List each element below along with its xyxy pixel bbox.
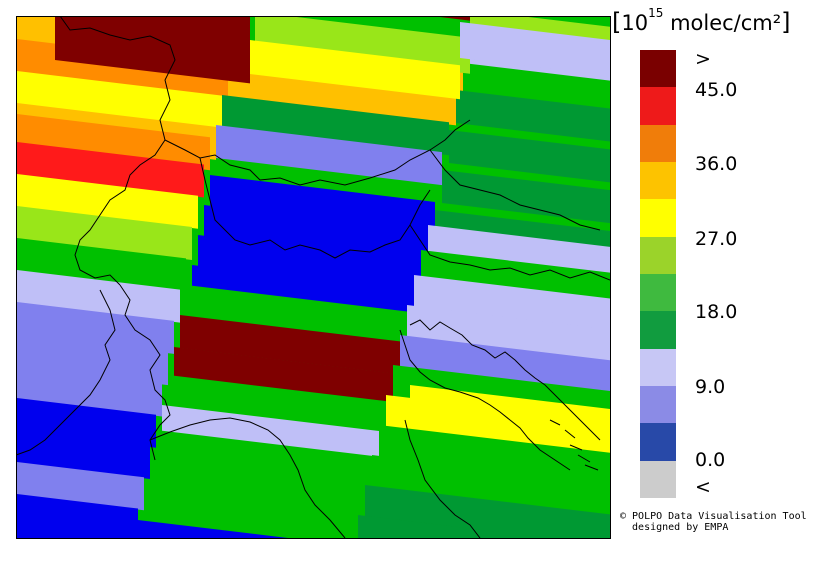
- swath2-pixel-6: [204, 205, 428, 265]
- legend-swatch-6: [640, 274, 676, 312]
- swath1-pixel-8: [16, 205, 192, 261]
- legend-title: [1015 molec/cm²]: [612, 6, 791, 36]
- unit-rest: molec/cm²: [663, 11, 782, 35]
- swath3-pixel-8: [414, 275, 610, 332]
- border-italy-west: [119, 284, 171, 461]
- legend-label-lt: <: [695, 476, 711, 498]
- swath3-pixel-7: [421, 250, 610, 306]
- legend-label-45: 45.0: [695, 79, 738, 101]
- swath3-yellow-band: [410, 385, 610, 440]
- swath2-pixel-12: [168, 375, 386, 435]
- swath3-pixel-14: [372, 455, 610, 517]
- legend-swatch-9: [640, 386, 676, 424]
- legend-label-0: 0.0: [695, 449, 726, 471]
- swath2-pixel-0: [431, 16, 470, 21]
- swath2-pixel-10: [180, 315, 400, 375]
- swath3-pixel-6: [428, 225, 610, 280]
- swath1-pixel-13: [16, 365, 162, 417]
- coast-istria: [409, 319, 601, 441]
- swath1-pixel-6: [16, 141, 204, 198]
- legend-swatch-0: [640, 50, 676, 88]
- border-swiss: [199, 157, 431, 259]
- swath2-pixel-17: [138, 520, 289, 538]
- swath2-pixel-2: [228, 65, 456, 126]
- swath1-pixel-17: [16, 493, 138, 538]
- swath1-pixel-3: [16, 70, 222, 129]
- legend-swatch-2: [640, 124, 676, 163]
- country-borders: [16, 16, 610, 538]
- coast-italy-east: [404, 419, 481, 538]
- border-slovenia: [409, 224, 610, 281]
- border-west-lower: [16, 289, 116, 456]
- legend-label-27: 27.0: [695, 228, 738, 250]
- swath2-pixel-3: [222, 95, 449, 156]
- swath2-pixel-14: [156, 430, 372, 489]
- legend-swatch-7: [640, 311, 676, 350]
- unit-exponent: 15: [648, 6, 664, 20]
- legend-swatch-8: [640, 348, 676, 387]
- swath2-pixel-7: [198, 235, 421, 295]
- swath2-pixel-9: [186, 285, 407, 345]
- legend-swatch-11: [640, 460, 676, 499]
- map-frame: [16, 16, 611, 539]
- swath3-pixel-9: [407, 305, 610, 363]
- border-east: [429, 149, 601, 231]
- swath2-pixel-4: [216, 125, 442, 186]
- border-north: [59, 16, 176, 286]
- swath1-pixel-5: [16, 113, 210, 171]
- swath3-pixel-3: [449, 130, 610, 183]
- swath2-pixel-11: [174, 347, 393, 407]
- coast-ligurian: [149, 417, 346, 538]
- coast-adriatic: [399, 329, 571, 471]
- legend-swatch-4: [640, 199, 676, 238]
- swath2-pixel-16: [144, 494, 358, 538]
- legend-label-36: 36.0: [695, 153, 738, 175]
- legend-label-9: 9.0: [695, 376, 726, 398]
- legend-colorbar: [640, 50, 676, 499]
- border-alps: [164, 119, 471, 186]
- swath1-pixel-12: [16, 333, 168, 386]
- swath1-pixel-7: [16, 173, 198, 229]
- swath1-pixel-10: [16, 269, 180, 323]
- unit-prefix: 10: [621, 11, 649, 35]
- swath1-pixel-11: [16, 301, 174, 354]
- swath2-pixel-15: [150, 462, 365, 521]
- swath2-pixel-5: [210, 175, 435, 235]
- swath3-pixel-16: [358, 515, 550, 538]
- swath1-pixel-18: [16, 525, 117, 538]
- swath3-pixel-4: [442, 170, 610, 224]
- swath2-yellow-top: [250, 40, 460, 100]
- credit-line-1: © POLPO Data Visualisation Tool: [620, 511, 807, 522]
- satellite-swath-layer: [16, 16, 610, 538]
- legend-label-gt: >: [695, 48, 711, 70]
- swath1-pixel-9: [16, 237, 186, 292]
- legend-swatch-5: [640, 236, 676, 275]
- swath2-lime-top: [255, 16, 470, 74]
- swath3-pixel-13: [379, 425, 610, 486]
- swath3-pixel-2: [456, 90, 610, 142]
- credit-line-2: designed by EMPA: [620, 522, 729, 533]
- legend-swatch-10: [640, 423, 676, 462]
- legend-swatch-1: [640, 87, 676, 126]
- swath1-pixel-14: [16, 397, 156, 448]
- legend-swatch-3: [640, 162, 676, 200]
- credit-text: © POLPO Data Visualisation Tool designed…: [620, 511, 807, 533]
- swath3-pixel-10: [400, 335, 610, 394]
- swath3-lavender-top: [460, 22, 610, 76]
- legend-label-18: 18.0: [695, 301, 738, 323]
- islands-dalmatia: [549, 419, 599, 471]
